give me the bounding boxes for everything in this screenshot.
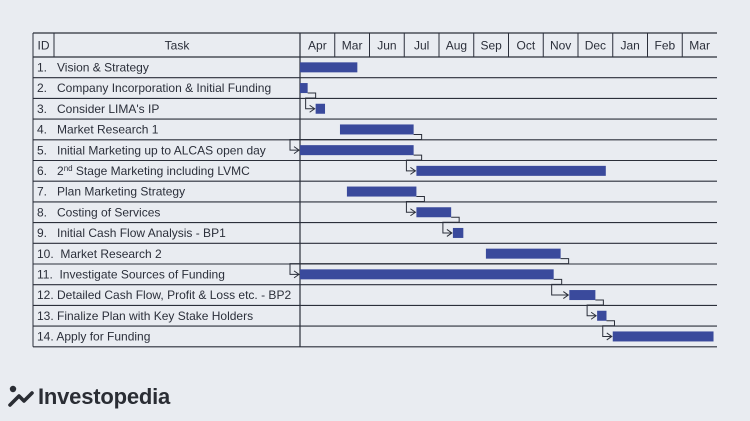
gantt-bar (452, 227, 464, 238)
dependency-line (405, 154, 423, 172)
dependency-line (602, 320, 615, 337)
gantt-bar (300, 62, 358, 73)
dependency-line (551, 278, 569, 296)
header-task: Task (165, 39, 191, 53)
investopedia-logo: Investopedia (8, 383, 170, 411)
dependency-line (442, 216, 460, 234)
dependency-line (405, 196, 425, 213)
month-label: Jun (377, 39, 396, 53)
gantt-bar (569, 290, 596, 301)
month-label: Sep (480, 39, 502, 53)
investopedia-logo-icon (8, 385, 34, 407)
task-label: 12. Detailed Cash Flow, Profit & Loss et… (37, 288, 291, 302)
month-label: Aug (446, 39, 467, 53)
task-label: 9. Initial Cash Flow Analysis - BP1 (37, 226, 226, 240)
gantt-bar (597, 310, 607, 321)
task-label: 3. Consider LIMA's IP (37, 102, 159, 116)
dependency-arrowhead (309, 104, 316, 113)
dependency-line (305, 92, 317, 110)
task-label: 13. Finalize Plan with Key Stake Holders (37, 309, 253, 323)
gantt-bar (300, 269, 554, 280)
brand-name: Investopedia (38, 384, 171, 409)
gantt-bar (416, 207, 452, 218)
task-label: 5. Initial Marketing up to ALCAS open da… (37, 143, 266, 157)
month-label: Nov (550, 39, 571, 53)
task-label: 10. Market Research 2 (37, 247, 162, 261)
gantt-bar (416, 165, 606, 176)
dependency-arrowhead (293, 270, 300, 279)
month-label: Dec (585, 39, 606, 53)
month-label: Jan (620, 39, 639, 53)
task-label: 6. 2nd Stage Marketing including LVMC (37, 164, 250, 178)
task-label: 14. Apply for Funding (37, 330, 150, 344)
gantt-bar (485, 248, 561, 259)
dependency-arrowhead (410, 208, 417, 217)
task-label: 4. Market Research 1 (37, 123, 159, 137)
task-label: 8. Costing of Services (37, 205, 160, 219)
dependency-line (289, 133, 423, 151)
gantt-bar (315, 103, 326, 114)
dependency-arrowhead (590, 311, 597, 320)
month-label: Mar (342, 39, 363, 53)
dependency-arrowhead (446, 229, 453, 237)
task-label: 2. Company Incorporation & Initial Fundi… (37, 81, 271, 95)
dependency-arrowhead (606, 332, 613, 341)
dependency-line (289, 258, 570, 275)
month-label: Apr (308, 39, 327, 53)
gantt-bar (339, 124, 414, 135)
gantt-bar (300, 83, 308, 94)
gantt-bar (346, 186, 417, 197)
dependency-arrowhead (410, 166, 417, 175)
task-label: 7. Plan Marketing Strategy (37, 185, 185, 199)
month-label: Oct (517, 39, 536, 53)
month-label: Feb (655, 39, 676, 53)
task-label: 11. Investigate Sources of Funding (37, 268, 225, 282)
dependency-line (586, 299, 604, 317)
month-label: Mar (689, 39, 710, 53)
dependency-arrowhead (563, 291, 570, 299)
gantt-bar (612, 331, 714, 342)
month-label: Jul (414, 39, 429, 53)
task-label: 1. Vision & Strategy (37, 61, 149, 75)
header-id: ID (38, 39, 50, 53)
gantt-bar (300, 145, 414, 156)
dependency-arrowhead (293, 146, 300, 155)
